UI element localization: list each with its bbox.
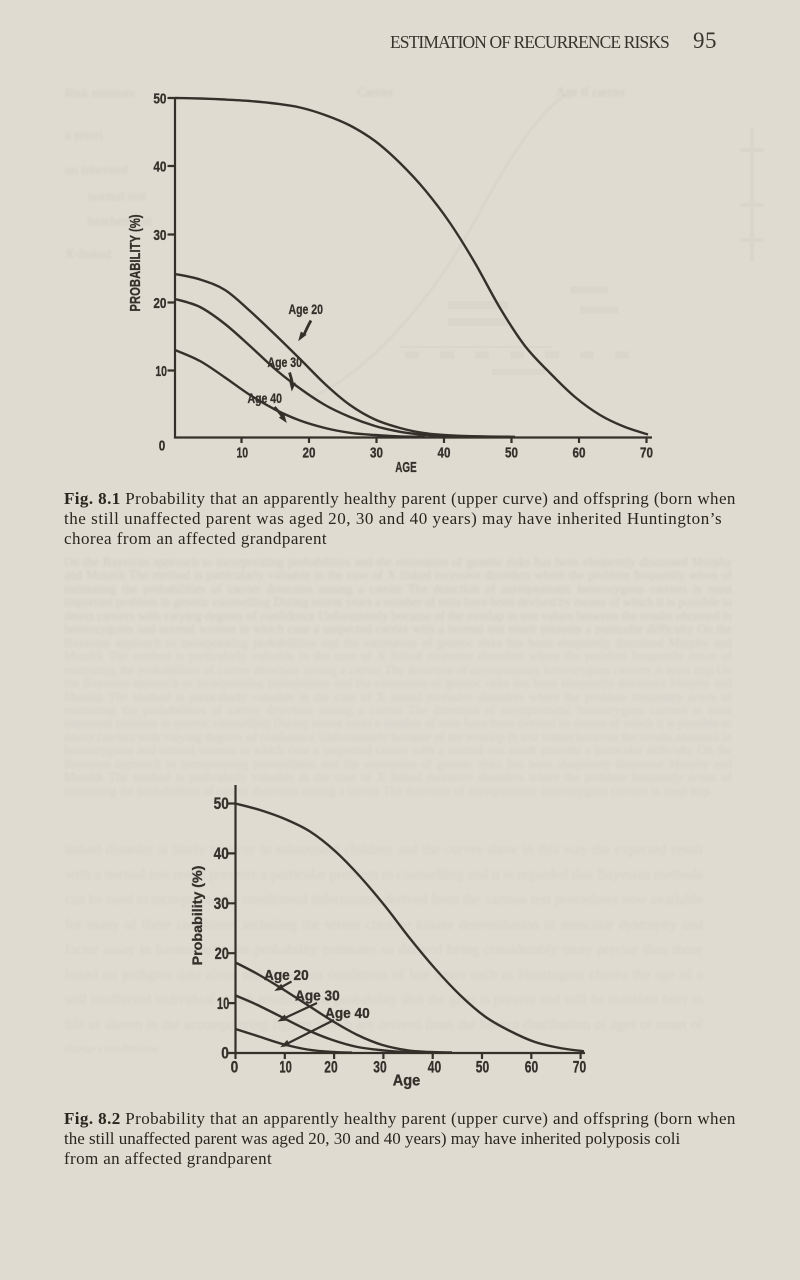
svg-text:10: 10 [236,443,248,460]
svg-text:20: 20 [302,444,315,461]
svg-text:40: 40 [437,444,450,461]
svg-text:10: 10 [155,362,167,379]
svg-text:10: 10 [217,994,230,1013]
svg-text:40: 40 [214,845,229,863]
svg-text:PROBABILITY (%): PROBABILITY (%) [127,214,144,311]
svg-text:Age 20: Age 20 [289,302,324,318]
svg-text:Age 30: Age 30 [268,355,303,371]
svg-text:20: 20 [153,294,166,311]
svg-text:Age: Age [393,1072,421,1090]
svg-text:Probability (%): Probability (%) [189,866,205,966]
svg-text:50: 50 [476,1059,489,1077]
svg-text:50: 50 [153,90,166,107]
svg-text:70: 70 [573,1059,586,1077]
svg-text:30: 30 [370,444,383,461]
svg-text:0: 0 [159,437,166,454]
svg-text:Age 40: Age 40 [325,1004,370,1020]
svg-text:30: 30 [214,895,229,913]
svg-text:10: 10 [279,1057,292,1076]
svg-text:70: 70 [640,444,653,461]
svg-text:60: 60 [525,1059,538,1077]
svg-text:20: 20 [324,1059,337,1077]
svg-text:AGE: AGE [395,459,416,476]
svg-text:Age 40: Age 40 [248,391,283,407]
svg-text:60: 60 [572,444,585,461]
svg-text:0: 0 [221,1045,229,1063]
svg-text:30: 30 [153,226,166,243]
svg-text:30: 30 [373,1059,386,1077]
svg-text:40: 40 [153,158,166,175]
svg-text:Age 30: Age 30 [295,987,340,1003]
svg-text:Age 20: Age 20 [264,966,309,982]
svg-text:40: 40 [428,1059,441,1077]
svg-text:50: 50 [505,444,518,461]
svg-text:50: 50 [214,795,229,813]
svg-text:20: 20 [215,946,229,964]
svg-text:0: 0 [231,1058,239,1076]
